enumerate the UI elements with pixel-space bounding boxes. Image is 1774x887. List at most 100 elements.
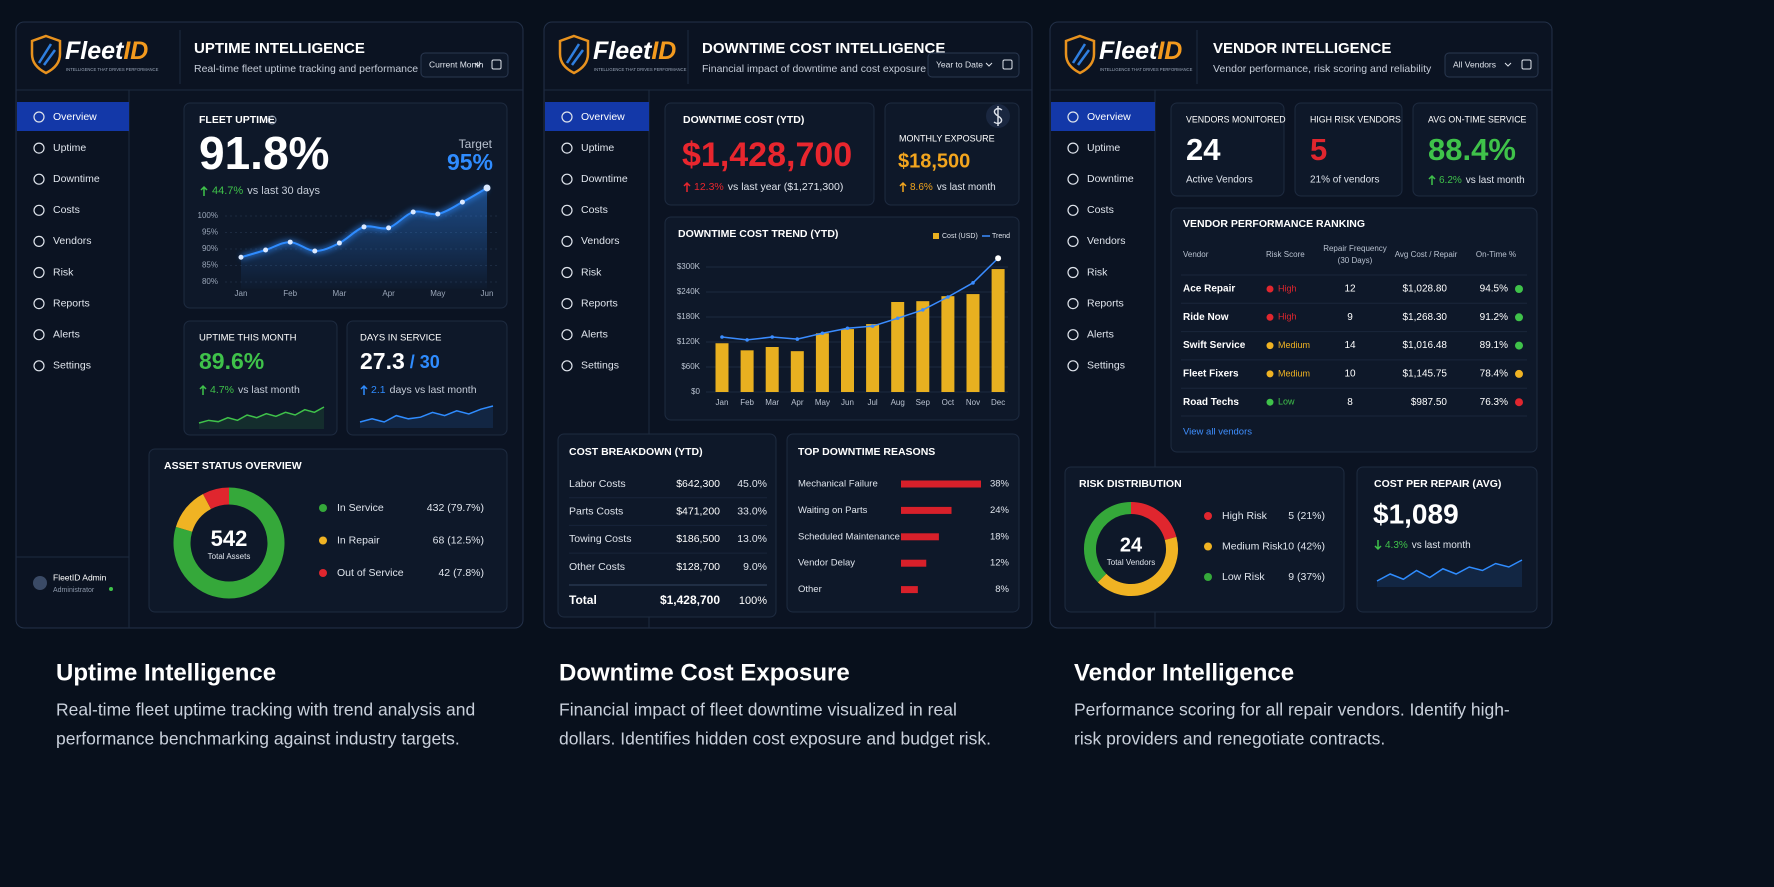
column-header: Risk Score	[1266, 250, 1305, 259]
bar-label: Other	[798, 584, 822, 595]
trend-point	[870, 324, 875, 328]
donut-total-label: Total Assets	[208, 552, 251, 561]
caption-title: Downtime Cost Exposure	[559, 659, 850, 686]
kpi-label: AVG ON-TIME SERVICE	[1428, 114, 1527, 124]
donut-segment	[1097, 536, 1178, 596]
line-point	[435, 211, 441, 217]
nav-item[interactable]: Overview	[1087, 111, 1131, 123]
risk-score: High	[1278, 312, 1297, 322]
filter-dropdown[interactable]	[1444, 52, 1539, 78]
bar	[815, 333, 829, 392]
view-all-link[interactable]: View all vendors	[1183, 427, 1252, 438]
nav-icon	[561, 298, 573, 310]
filter-dropdown[interactable]	[927, 52, 1020, 78]
bar-label: Mechanical Failure	[798, 479, 878, 490]
y-tick-label: 100%	[198, 211, 218, 220]
nav-item[interactable]: Reports	[53, 297, 90, 309]
bar	[790, 351, 804, 392]
panel-subtitle: Financial impact of downtime and cost ex…	[702, 63, 926, 75]
kpi-value-part: / 30	[410, 352, 440, 372]
x-tick-label: May	[815, 398, 830, 407]
legend-value: 432 (79.7%)	[427, 502, 484, 514]
nav-item[interactable]: Downtime	[581, 173, 628, 185]
bar	[765, 347, 779, 392]
nav-item[interactable]: Uptime	[1087, 142, 1120, 154]
nav-item[interactable]: Risk	[581, 266, 602, 278]
legend-value: 5 (21%)	[1288, 510, 1325, 522]
line-point	[483, 184, 491, 192]
nav-item[interactable]: Reports	[581, 297, 618, 309]
days-in-service-card	[346, 320, 508, 436]
sparkline	[1376, 559, 1523, 582]
nav-item[interactable]: Alerts	[581, 328, 608, 340]
trend-point	[921, 308, 925, 312]
nav-icon	[561, 235, 573, 247]
nav-item[interactable]: Costs	[581, 204, 608, 216]
filter-dropdown[interactable]	[420, 52, 509, 78]
line-point	[263, 247, 269, 253]
repair-frequency: 8	[1347, 397, 1353, 408]
kpi-change-part: vs last month	[1412, 540, 1471, 551]
nav-item[interactable]: Reports	[1087, 297, 1124, 309]
nav-item[interactable]: Overview	[53, 111, 97, 123]
nav-icon	[33, 235, 45, 247]
nav-item[interactable]: Vendors	[1087, 235, 1126, 247]
nav-item[interactable]: Settings	[1087, 360, 1125, 372]
bar-label: Waiting on Parts	[798, 505, 868, 516]
kpi-value: 91.8%	[199, 127, 329, 179]
table-cell: $186,500	[676, 533, 720, 545]
nav-item[interactable]: Vendors	[53, 235, 92, 247]
kpi-change: 12.3% vs last year ($1,271,300)	[694, 181, 843, 193]
bar	[966, 294, 980, 392]
filter-label[interactable]: Current Month	[429, 59, 484, 69]
risk-score: Medium	[1278, 340, 1310, 350]
y-tick-label: $120K	[677, 337, 701, 346]
nav-item[interactable]: Costs	[1087, 204, 1114, 216]
logo-shield	[1064, 34, 1096, 75]
nav-item[interactable]: Downtime	[1087, 173, 1134, 185]
nav-item[interactable]: Uptime	[53, 142, 86, 154]
bar-label: Vendor Delay	[798, 558, 855, 569]
kpi-value-part: 27.3	[360, 348, 405, 374]
caption-text: Real-time fleet uptime tracking with tre…	[56, 700, 475, 720]
bar-value: 38%	[990, 479, 1010, 490]
nav-item[interactable]: Risk	[53, 266, 74, 278]
nav-item[interactable]: Overview	[581, 111, 625, 123]
nav-item[interactable]: Vendors	[581, 235, 620, 247]
nav-item[interactable]: Alerts	[1087, 328, 1114, 340]
line-point	[459, 199, 465, 205]
nav-item[interactable]: Costs	[53, 204, 80, 216]
x-tick-label: Mar	[765, 398, 779, 407]
nav-item[interactable]: Alerts	[53, 328, 80, 340]
filter-label[interactable]: All Vendors	[1453, 59, 1496, 69]
bar-value: 12%	[990, 558, 1010, 569]
kpi-change-part: vs last 30 days	[247, 185, 320, 197]
nav-item[interactable]: Settings	[53, 360, 91, 372]
x-tick-label: Aug	[891, 398, 905, 407]
table-cell: 33.0%	[737, 505, 767, 517]
table-cell: Towing Costs	[569, 533, 631, 545]
logo-shield	[558, 34, 590, 75]
nav-icon	[1067, 204, 1079, 216]
legend-label: Medium Risk	[1222, 540, 1283, 552]
bar-value: 8%	[995, 584, 1009, 595]
change-arrow	[1374, 540, 1382, 551]
brand-tagline: INTELLIGENCE THAT DRIVES PERFORMANCE	[66, 67, 159, 72]
kpi-change: 44.7% vs last 30 days	[212, 185, 320, 197]
filter-label[interactable]: Year to Date	[936, 59, 983, 69]
nav-item[interactable]: Uptime	[581, 142, 614, 154]
ranking-card	[1170, 207, 1538, 453]
kpi-label: DAYS IN SERVICE	[360, 333, 441, 344]
sparkline-area	[360, 406, 493, 428]
nav-item[interactable]: Risk	[1087, 266, 1108, 278]
nav-item[interactable]: Settings	[581, 360, 619, 372]
sparkline	[198, 406, 325, 424]
card-title: DOWNTIME COST TREND (YTD)	[678, 228, 838, 240]
kpi-label: HIGH RISK VENDORS	[1310, 114, 1401, 124]
info-icon	[267, 115, 277, 125]
change-arrow	[200, 185, 208, 196]
legend-label: Cost (USD)	[942, 233, 978, 240]
nav-item[interactable]: Downtime	[53, 173, 100, 185]
kpi-card	[1170, 102, 1285, 197]
